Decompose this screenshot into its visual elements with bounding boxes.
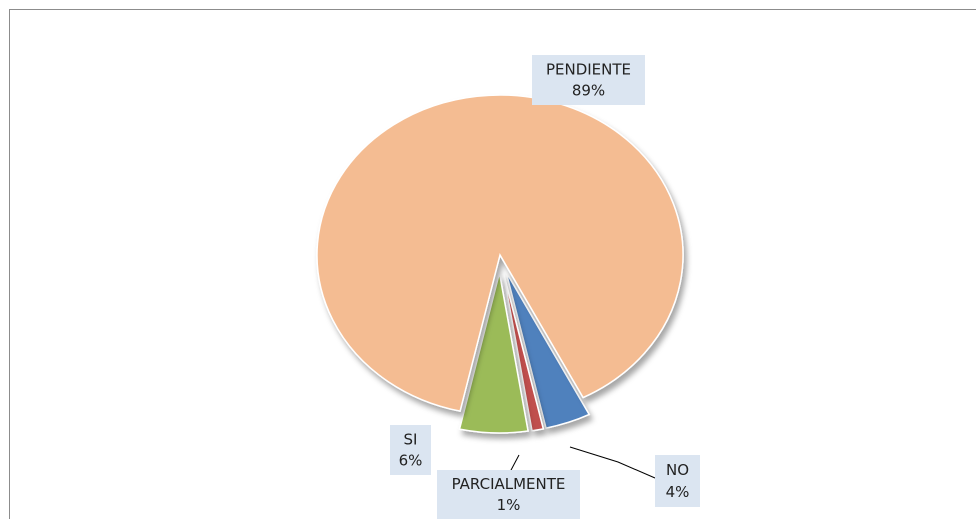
slice-label-value: 1% xyxy=(497,496,521,514)
slice-label-name: PENDIENTE xyxy=(546,61,631,79)
pie-slice xyxy=(505,271,591,429)
label-box xyxy=(437,470,580,519)
slice-label-name: SI xyxy=(404,431,418,449)
slice-label-value: 89% xyxy=(572,82,605,100)
slice-label-name: PARCIALMENTE xyxy=(452,475,566,493)
slice-label-value: 6% xyxy=(399,452,423,470)
label-box xyxy=(390,425,431,475)
pie-slice xyxy=(458,272,529,434)
leader-line xyxy=(569,446,656,479)
label-box xyxy=(532,55,645,105)
slice-label-name: NO xyxy=(666,461,689,479)
pie-slice xyxy=(502,272,545,432)
leader-line xyxy=(509,454,520,473)
slice-label-value: 4% xyxy=(666,483,690,501)
label-box xyxy=(655,455,700,507)
pie-slice xyxy=(316,94,684,413)
